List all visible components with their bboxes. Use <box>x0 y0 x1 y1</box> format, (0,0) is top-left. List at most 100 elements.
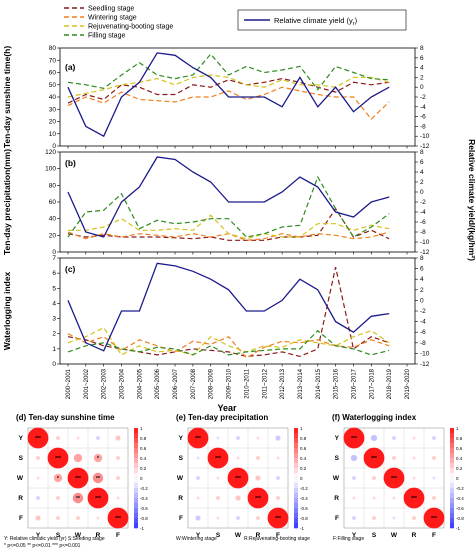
significance-label: *** <box>115 516 121 522</box>
corr-circle <box>67 467 89 489</box>
col-label: F <box>276 532 280 539</box>
series-line <box>68 214 390 240</box>
y2-tick-label: -8 <box>420 123 426 130</box>
row-label: W <box>333 475 340 482</box>
colorbar-label: -0.6 <box>140 506 148 511</box>
y-tick-label: 40 <box>49 216 57 223</box>
x-tick-label: 2003~2004 <box>120 368 126 399</box>
corr-circle <box>275 475 281 481</box>
colorbar-segment <box>134 463 138 469</box>
y-axis-label: Ten-day precipitation(mm) <box>2 149 12 255</box>
y-axis-label: Ten-day sunshine time(h) <box>2 46 12 148</box>
corr-circle <box>216 436 220 440</box>
y-tick-label: 4 <box>52 300 56 307</box>
colorbar-segment <box>134 503 138 509</box>
colorbar-segment <box>294 488 298 494</box>
x-tick-label: 2007~2008 <box>191 368 197 399</box>
col-label: W <box>235 532 242 539</box>
significance-label: *** <box>235 476 241 482</box>
y2-tick-label: 4 <box>420 276 424 283</box>
corr-circle <box>115 435 121 441</box>
series-line <box>67 156 390 238</box>
col-label: F <box>432 532 436 539</box>
col-label: Y <box>196 532 201 539</box>
colorbar-segment <box>450 513 454 519</box>
colorbar-segment <box>450 448 454 454</box>
significance-label: * <box>57 476 59 482</box>
y-tick-label: 6 <box>52 270 56 277</box>
corr-circle <box>216 516 220 520</box>
legend-label: Seedling stage <box>88 6 134 13</box>
corr-circle <box>35 455 41 461</box>
y-tick-label: 2 <box>52 331 56 338</box>
row-label: Y <box>335 435 340 442</box>
x-tick-label: 2005~2006 <box>155 368 161 399</box>
colorbar-segment <box>134 483 138 489</box>
row-label: F <box>335 515 339 522</box>
significance-label: *** <box>35 436 41 442</box>
colorbar-segment <box>134 478 138 484</box>
row-label: R <box>334 495 339 502</box>
colorbar-segment <box>450 508 454 514</box>
corr-circle <box>75 515 81 521</box>
corr-circle <box>187 427 209 449</box>
row-label: R <box>178 495 183 502</box>
row-label: W <box>177 475 184 482</box>
colorbar-label: 0.2 <box>140 466 147 471</box>
row-label: Y <box>19 435 24 442</box>
colorbar-segment <box>294 478 298 484</box>
y-tick-label: 50 <box>49 82 57 89</box>
colorbar-segment <box>134 498 138 504</box>
corr-circle <box>227 467 249 489</box>
row-label: F <box>19 515 23 522</box>
matrix-title: (f) Waterlogging index <box>332 413 417 422</box>
colorbar-label: 0.8 <box>456 436 463 441</box>
y2-tick-label: -10 <box>420 350 430 357</box>
corr-circle <box>371 515 377 521</box>
colorbar-label: -0.8 <box>140 516 148 521</box>
col-label: Y <box>352 532 357 539</box>
y2-tick-label: -2 <box>420 308 426 315</box>
series-line <box>67 262 390 352</box>
y-tick-label: 120 <box>45 149 56 156</box>
row-label: R <box>18 495 23 502</box>
corr-circle <box>196 496 200 500</box>
series-line <box>67 329 390 356</box>
corr-circle <box>35 515 41 521</box>
legend-box <box>237 9 407 31</box>
x-axis-label: Year <box>217 403 237 413</box>
footnote-mid: W:Wintering stage <box>176 536 217 542</box>
colorbar-segment <box>450 493 454 499</box>
y2-tick-label: 0 <box>420 84 424 91</box>
x-tick-label: 2010~2011 <box>244 368 250 398</box>
colorbar-segment <box>450 483 454 489</box>
significance-label: *** <box>391 476 397 482</box>
x-tick-label: 2016~2017 <box>351 368 357 399</box>
colorbar-label: 1 <box>300 426 303 431</box>
corr-circle <box>371 475 377 481</box>
corr-circle <box>391 455 397 461</box>
colorbar-label: -0.4 <box>140 496 148 501</box>
significance-label: *** <box>55 456 61 462</box>
correlation-matrices: (d) Ten-day sunshine timeYYSSWWRRFF*****… <box>16 413 464 539</box>
colorbar-segment <box>294 463 298 469</box>
y2-tick-label: 0 <box>420 297 424 304</box>
corr-circle <box>431 455 437 461</box>
x-tick-label: 2012~2013 <box>280 368 286 399</box>
legend: Seedling stage Wintering stage Rejuvenatin… <box>64 6 407 40</box>
y2-tick-label: -8 <box>420 340 426 347</box>
corr-circle <box>55 515 61 521</box>
y2-tick-label: 4 <box>420 65 424 72</box>
y2-tick-label: -2 <box>420 94 426 101</box>
colorbar-segment <box>294 483 298 489</box>
colorbar-segment <box>134 473 138 479</box>
colorbar-label: 0.2 <box>300 466 307 471</box>
x-tick-label: 2004~2005 <box>137 368 143 399</box>
y-tick-label: 60 <box>49 199 57 206</box>
colorbar-label: 0.8 <box>300 436 307 441</box>
right-axis-label: Relative climate yield/(kg/hm²) <box>467 139 475 261</box>
y2-tick-label: 8 <box>420 149 424 156</box>
colorbar-label: 0.4 <box>140 456 147 461</box>
colorbar-segment <box>450 438 454 444</box>
corr-circle <box>370 434 378 442</box>
